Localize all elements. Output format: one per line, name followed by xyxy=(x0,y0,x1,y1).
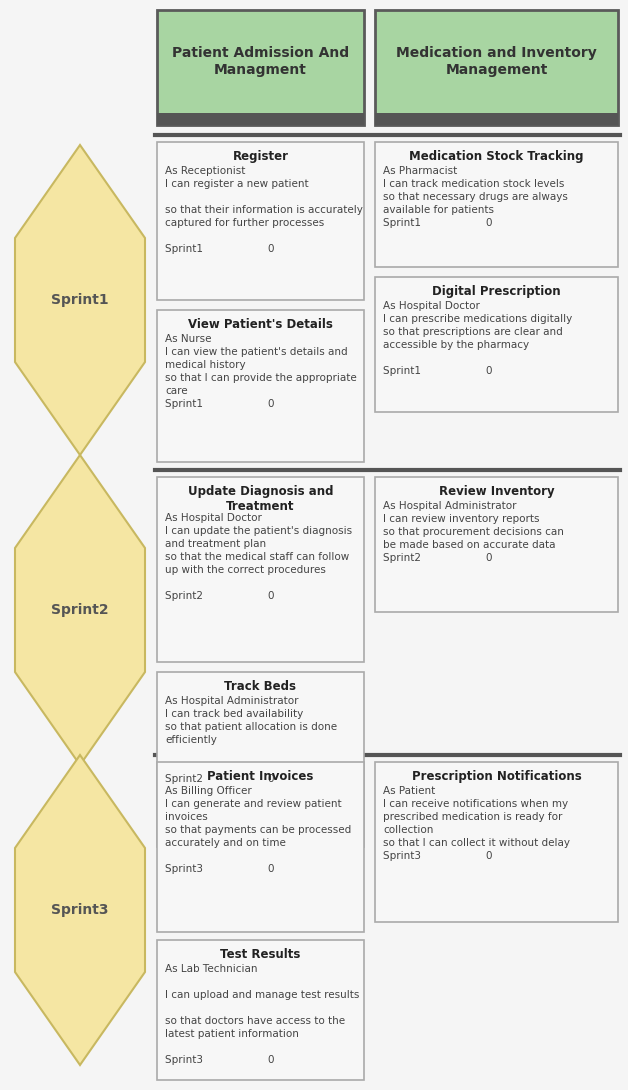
Text: Sprint2                    0: Sprint2 0 xyxy=(165,774,274,784)
Text: Patient Invoices: Patient Invoices xyxy=(207,770,314,783)
Text: so that the medical staff can follow: so that the medical staff can follow xyxy=(165,552,349,561)
Text: As Receptionist: As Receptionist xyxy=(165,166,246,175)
Text: Sprint2: Sprint2 xyxy=(51,603,109,617)
Text: Patient Admission And
Managment: Patient Admission And Managment xyxy=(172,47,349,76)
Text: be made based on accurate data: be made based on accurate data xyxy=(383,540,556,549)
Text: I can register a new patient: I can register a new patient xyxy=(165,179,308,189)
Text: As Hospital Administrator: As Hospital Administrator xyxy=(383,501,516,511)
Text: Medication and Inventory
Management: Medication and Inventory Management xyxy=(396,47,597,76)
Text: I can track bed availability: I can track bed availability xyxy=(165,708,303,719)
FancyBboxPatch shape xyxy=(157,940,364,1080)
Text: I can prescribe medications digitally: I can prescribe medications digitally xyxy=(383,314,572,324)
Text: so that doctors have access to the: so that doctors have access to the xyxy=(165,1016,345,1026)
Text: Update Diagnosis and
Treatment: Update Diagnosis and Treatment xyxy=(188,485,333,513)
Text: Prescription Notifications: Prescription Notifications xyxy=(411,770,582,783)
FancyBboxPatch shape xyxy=(375,113,618,125)
FancyBboxPatch shape xyxy=(157,477,364,662)
FancyBboxPatch shape xyxy=(157,762,364,932)
Text: available for patients: available for patients xyxy=(383,205,494,215)
Text: latest patient information: latest patient information xyxy=(165,1029,299,1039)
Text: efficiently: efficiently xyxy=(165,735,217,744)
Text: Sprint2                    0: Sprint2 0 xyxy=(165,591,274,601)
Text: Sprint1: Sprint1 xyxy=(51,293,109,307)
Text: so that I can collect it without delay: so that I can collect it without delay xyxy=(383,838,570,848)
Text: As Pharmacist: As Pharmacist xyxy=(383,166,457,175)
Text: Sprint2                    0: Sprint2 0 xyxy=(383,553,492,562)
FancyBboxPatch shape xyxy=(157,142,364,300)
Text: I can upload and manage test results: I can upload and manage test results xyxy=(165,990,359,1000)
Text: Sprint1                    0: Sprint1 0 xyxy=(165,399,274,409)
Text: invoices: invoices xyxy=(165,812,208,822)
Text: As Hospital Doctor: As Hospital Doctor xyxy=(383,301,480,311)
Text: As Hospital Doctor: As Hospital Doctor xyxy=(165,512,262,523)
Text: I can review inventory reports: I can review inventory reports xyxy=(383,513,539,524)
Text: so that their information is accurately: so that their information is accurately xyxy=(165,205,363,215)
Text: Sprint1                    0: Sprint1 0 xyxy=(165,244,274,254)
Text: Sprint3                    0: Sprint3 0 xyxy=(383,851,492,861)
FancyBboxPatch shape xyxy=(375,477,618,611)
Text: As Nurse: As Nurse xyxy=(165,334,212,344)
Polygon shape xyxy=(15,755,145,1065)
Text: I can generate and review patient: I can generate and review patient xyxy=(165,799,342,809)
Text: View Patient's Details: View Patient's Details xyxy=(188,318,333,331)
Text: Digital Prescription: Digital Prescription xyxy=(432,284,561,298)
FancyBboxPatch shape xyxy=(375,142,618,267)
Text: collection: collection xyxy=(383,825,433,835)
Text: and treatment plan: and treatment plan xyxy=(165,538,266,548)
Text: Sprint1                    0: Sprint1 0 xyxy=(383,218,492,228)
Text: care: care xyxy=(165,386,188,396)
Polygon shape xyxy=(15,455,145,765)
Text: accessible by the pharmacy: accessible by the pharmacy xyxy=(383,340,529,350)
Text: As Lab Technician: As Lab Technician xyxy=(165,964,257,973)
Text: Sprint3                    0: Sprint3 0 xyxy=(165,1055,274,1065)
Text: Test Results: Test Results xyxy=(220,948,301,961)
FancyBboxPatch shape xyxy=(375,762,618,922)
Text: As Patient: As Patient xyxy=(383,786,435,796)
FancyBboxPatch shape xyxy=(375,277,618,412)
Text: so that I can provide the appropriate: so that I can provide the appropriate xyxy=(165,373,357,383)
Text: up with the correct procedures: up with the correct procedures xyxy=(165,565,326,574)
Text: Medication Stock Tracking: Medication Stock Tracking xyxy=(409,150,584,164)
Text: so that patient allocation is done: so that patient allocation is done xyxy=(165,722,337,731)
Text: I can view the patient's details and: I can view the patient's details and xyxy=(165,347,348,356)
Text: I can track medication stock levels: I can track medication stock levels xyxy=(383,179,565,189)
Text: I can receive notifications when my: I can receive notifications when my xyxy=(383,799,568,809)
FancyBboxPatch shape xyxy=(375,10,618,125)
Text: accurately and on time: accurately and on time xyxy=(165,838,286,848)
Text: so that procurement decisions can: so that procurement decisions can xyxy=(383,526,564,537)
Text: Review Inventory: Review Inventory xyxy=(439,485,555,498)
FancyBboxPatch shape xyxy=(157,310,364,462)
Text: captured for further processes: captured for further processes xyxy=(165,218,324,228)
Text: so that necessary drugs are always: so that necessary drugs are always xyxy=(383,192,568,202)
Text: prescribed medication is ready for: prescribed medication is ready for xyxy=(383,812,563,822)
Text: Sprint1                    0: Sprint1 0 xyxy=(383,366,492,376)
FancyBboxPatch shape xyxy=(157,113,364,125)
Text: Sprint3: Sprint3 xyxy=(51,903,109,917)
FancyBboxPatch shape xyxy=(157,673,364,847)
Text: I can update the patient's diagnosis: I can update the patient's diagnosis xyxy=(165,525,352,536)
Text: Track Beds: Track Beds xyxy=(224,680,296,693)
Polygon shape xyxy=(15,145,145,455)
Text: medical history: medical history xyxy=(165,360,246,370)
Text: As Hospital Administrator: As Hospital Administrator xyxy=(165,695,298,706)
Text: so that prescriptions are clear and: so that prescriptions are clear and xyxy=(383,327,563,337)
Text: As Billing Officer: As Billing Officer xyxy=(165,786,252,796)
FancyBboxPatch shape xyxy=(157,10,364,125)
Text: Sprint3                    0: Sprint3 0 xyxy=(165,864,274,874)
Text: so that payments can be processed: so that payments can be processed xyxy=(165,825,351,835)
Text: Register: Register xyxy=(232,150,288,164)
